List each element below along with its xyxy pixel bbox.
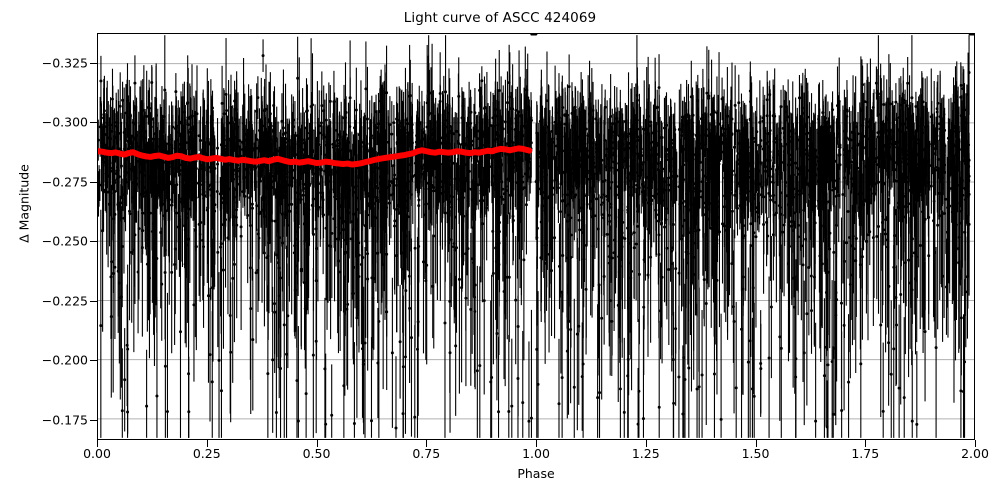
page-title: Light curve of ASCC 424069 [403, 10, 597, 26]
x-tick-mark [426, 440, 428, 447]
x-tick-mark [536, 440, 538, 447]
x-tick-mark [975, 440, 977, 447]
y-tick-label: −0.200 [41, 352, 88, 368]
y-tick-mark [90, 62, 97, 64]
y-tick-mark [90, 122, 97, 124]
x-axis-label: Phase [517, 466, 555, 481]
x-tick-label: 1.25 [631, 446, 660, 461]
x-tick-label: 0.75 [412, 446, 441, 461]
x-tick-label: 1.75 [851, 446, 880, 461]
y-tick-mark [90, 241, 97, 243]
x-tick-label: 0.50 [302, 446, 331, 461]
y-tick-label: −0.300 [41, 114, 88, 130]
x-tick-mark [316, 440, 318, 447]
binned-mean-curve [98, 145, 533, 168]
y-tick-label: −0.175 [41, 412, 88, 428]
x-tick-label: 2.00 [961, 446, 989, 461]
x-tick-mark [645, 440, 647, 447]
y-tick-label: −0.275 [41, 174, 88, 190]
y-tick-mark [90, 419, 97, 421]
y-tick-mark [90, 300, 97, 302]
x-tick-mark [97, 440, 99, 447]
plot-axes [97, 33, 975, 440]
y-tick-label: −0.325 [41, 55, 88, 71]
y-tick-label: −0.250 [41, 233, 88, 249]
x-tick-label: 1.00 [522, 446, 550, 461]
x-tick-label: 0.25 [192, 446, 221, 461]
x-tick-mark [865, 440, 867, 447]
photometry-scatter-errorbars [98, 34, 974, 438]
y-tick-label: −0.225 [41, 293, 88, 309]
x-tick-mark [755, 440, 757, 447]
x-tick-label: 1.50 [741, 446, 770, 461]
y-axis-tick-labels: −0.325 −0.300 −0.275 −0.250 −0.225 −0.200 −0.1… [0, 0, 88, 500]
x-tick-mark [206, 440, 208, 447]
y-tick-mark [90, 360, 97, 362]
x-tick-label: 0.00 [83, 446, 111, 461]
y-tick-mark [90, 181, 97, 183]
